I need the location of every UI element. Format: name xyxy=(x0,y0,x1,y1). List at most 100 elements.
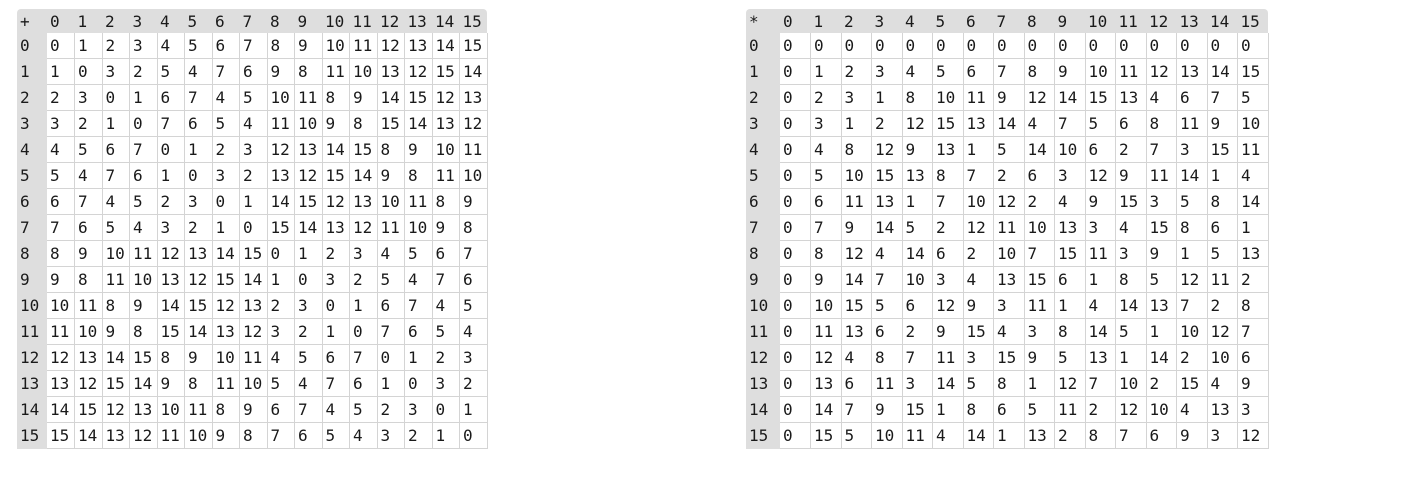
addition-cell: 7 xyxy=(404,292,433,319)
multiplication-cell: 12 xyxy=(810,344,842,371)
multiplication-cell: 5 xyxy=(871,292,903,319)
multiplication-cell: 10 xyxy=(1115,370,1147,397)
multiplication-cell: 1 xyxy=(1176,240,1208,267)
addition-cell: 10 xyxy=(129,266,158,293)
addition-cell: 15 xyxy=(404,84,433,111)
multiplication-cell: 13 xyxy=(993,266,1025,293)
addition-cell: 6 xyxy=(322,344,350,371)
multiplication-cell: 1 xyxy=(810,58,842,85)
addition-cell: 2 xyxy=(459,370,488,397)
addition-cell: 8 xyxy=(47,240,75,267)
multiplication-cell: 0 xyxy=(780,318,811,345)
addition-cell: 1 xyxy=(157,162,185,189)
addition-cell: 3 xyxy=(129,33,158,59)
table-row: 14 0 14 7 9 15 1 8 6 5 11 2 12 10 4 13 3 xyxy=(746,396,1269,423)
addition-cell: 6 xyxy=(377,292,405,319)
addition-cell: 2 xyxy=(239,162,268,189)
multiplication-row-header: 2 xyxy=(746,84,780,111)
addition-cell: 6 xyxy=(74,214,103,241)
multiplication-cell: 2 xyxy=(1054,422,1086,449)
table-row: 1 1 0 3 2 5 4 7 6 9 8 11 10 13 12 15 14 xyxy=(17,58,488,85)
addition-cell: 12 xyxy=(157,240,185,267)
addition-cell: 15 xyxy=(47,422,75,449)
multiplication-cell: 13 xyxy=(1207,396,1238,423)
addition-cell: 10 xyxy=(459,162,488,189)
multiplication-cell: 13 xyxy=(1146,292,1177,319)
addition-cell: 12 xyxy=(267,136,295,163)
multiplication-column-header: 3 xyxy=(871,9,902,33)
multiplication-cell: 0 xyxy=(810,33,842,59)
addition-cell: 11 xyxy=(157,422,185,449)
addition-cell: 12 xyxy=(239,318,268,345)
addition-table: +0 1 2 3 4 5 6 7 8 9 10 11 12 13 14 15 0 0 1 2 3 4 5 6 7 8 9 10 11 1… xyxy=(17,9,488,449)
addition-cell: 10 xyxy=(47,292,75,319)
addition-cell: 9 xyxy=(377,162,405,189)
addition-cell: 2 xyxy=(377,396,405,423)
addition-cell: 1 xyxy=(294,240,323,267)
addition-row-header: 2 xyxy=(17,84,47,111)
multiplication-column-header: 9 xyxy=(1054,9,1085,33)
addition-cell: 15 xyxy=(267,214,295,241)
addition-cell: 4 xyxy=(294,370,323,397)
multiplication-cell: 10 xyxy=(1054,136,1086,163)
table-row: 3 0 3 1 2 12 15 13 14 4 7 5 6 8 11 9 10 xyxy=(746,110,1269,137)
addition-cell: 14 xyxy=(184,318,213,345)
multiplication-cell: 15 xyxy=(810,422,842,449)
multiplication-cell: 3 xyxy=(871,58,903,85)
multiplication-cell: 7 xyxy=(932,188,964,215)
addition-cell: 5 xyxy=(212,110,240,137)
multiplication-row-header: 5 xyxy=(746,162,780,189)
multiplication-column-header: 1 xyxy=(810,9,841,33)
addition-cell: 11 xyxy=(459,136,488,163)
addition-cell: 3 xyxy=(74,84,103,111)
table-row: 6 0 6 11 13 1 7 10 12 2 4 9 15 3 5 8 14 xyxy=(746,188,1269,215)
multiplication-cell: 3 xyxy=(1115,240,1147,267)
addition-cell: 11 xyxy=(294,84,323,111)
addition-cell: 14 xyxy=(102,344,130,371)
multiplication-cell: 4 xyxy=(902,58,933,85)
addition-cell: 6 xyxy=(157,84,185,111)
addition-cell: 4 xyxy=(184,58,213,85)
addition-cell: 3 xyxy=(102,58,130,85)
multiplication-cell: 13 xyxy=(841,318,872,345)
multiplication-cell: 6 xyxy=(1024,162,1055,189)
addition-cell: 10 xyxy=(322,33,350,59)
multiplication-cell: 12 xyxy=(963,214,994,241)
addition-cell: 13 xyxy=(157,266,185,293)
addition-column-header: 8 xyxy=(267,9,295,33)
multiplication-cell: 9 xyxy=(1024,344,1055,371)
addition-cell: 3 xyxy=(267,318,295,345)
addition-cell: 6 xyxy=(349,370,378,397)
multiplication-cell: 10 xyxy=(902,266,933,293)
multiplication-cell: 6 xyxy=(1176,84,1208,111)
multiplication-cell: 1 xyxy=(963,136,994,163)
addition-cell: 9 xyxy=(404,136,433,163)
multiplication-row-header: 4 xyxy=(746,136,780,163)
addition-cell: 11 xyxy=(74,292,103,319)
addition-cell: 9 xyxy=(459,188,488,215)
addition-cell: 6 xyxy=(267,396,295,423)
addition-cell: 14 xyxy=(404,110,433,137)
multiplication-row-header: 13 xyxy=(746,370,780,397)
multiplication-cell: 11 xyxy=(841,188,872,215)
multiplication-row-header: 10 xyxy=(746,292,780,319)
addition-cell: 5 xyxy=(349,396,378,423)
table-row: 8 0 8 12 4 14 6 2 10 7 15 11 3 9 1 5 13 xyxy=(746,240,1269,267)
addition-cell: 12 xyxy=(404,58,433,85)
addition-cell: 14 xyxy=(267,188,295,215)
multiplication-cell: 0 xyxy=(780,58,811,85)
multiplication-cell: 5 xyxy=(1024,396,1055,423)
addition-cell: 15 xyxy=(212,266,240,293)
addition-cell: 15 xyxy=(377,110,405,137)
addition-table-container: +0 1 2 3 4 5 6 7 8 9 10 11 12 13 14 15 0 0 1 2 3 4 5 6 7 8 9 10 11 1… xyxy=(17,9,488,449)
multiplication-cell: 10 xyxy=(1207,344,1238,371)
addition-cell: 5 xyxy=(459,292,488,319)
addition-cell: 12 xyxy=(459,110,488,137)
addition-cell: 1 xyxy=(239,188,268,215)
multiplication-cell: 3 xyxy=(1237,396,1269,423)
multiplication-cell: 2 xyxy=(1085,396,1116,423)
addition-cell: 1 xyxy=(129,84,158,111)
multiplication-cell: 7 xyxy=(1237,318,1269,345)
multiplication-cell: 0 xyxy=(780,136,811,163)
multiplication-cell: 12 xyxy=(1085,162,1116,189)
